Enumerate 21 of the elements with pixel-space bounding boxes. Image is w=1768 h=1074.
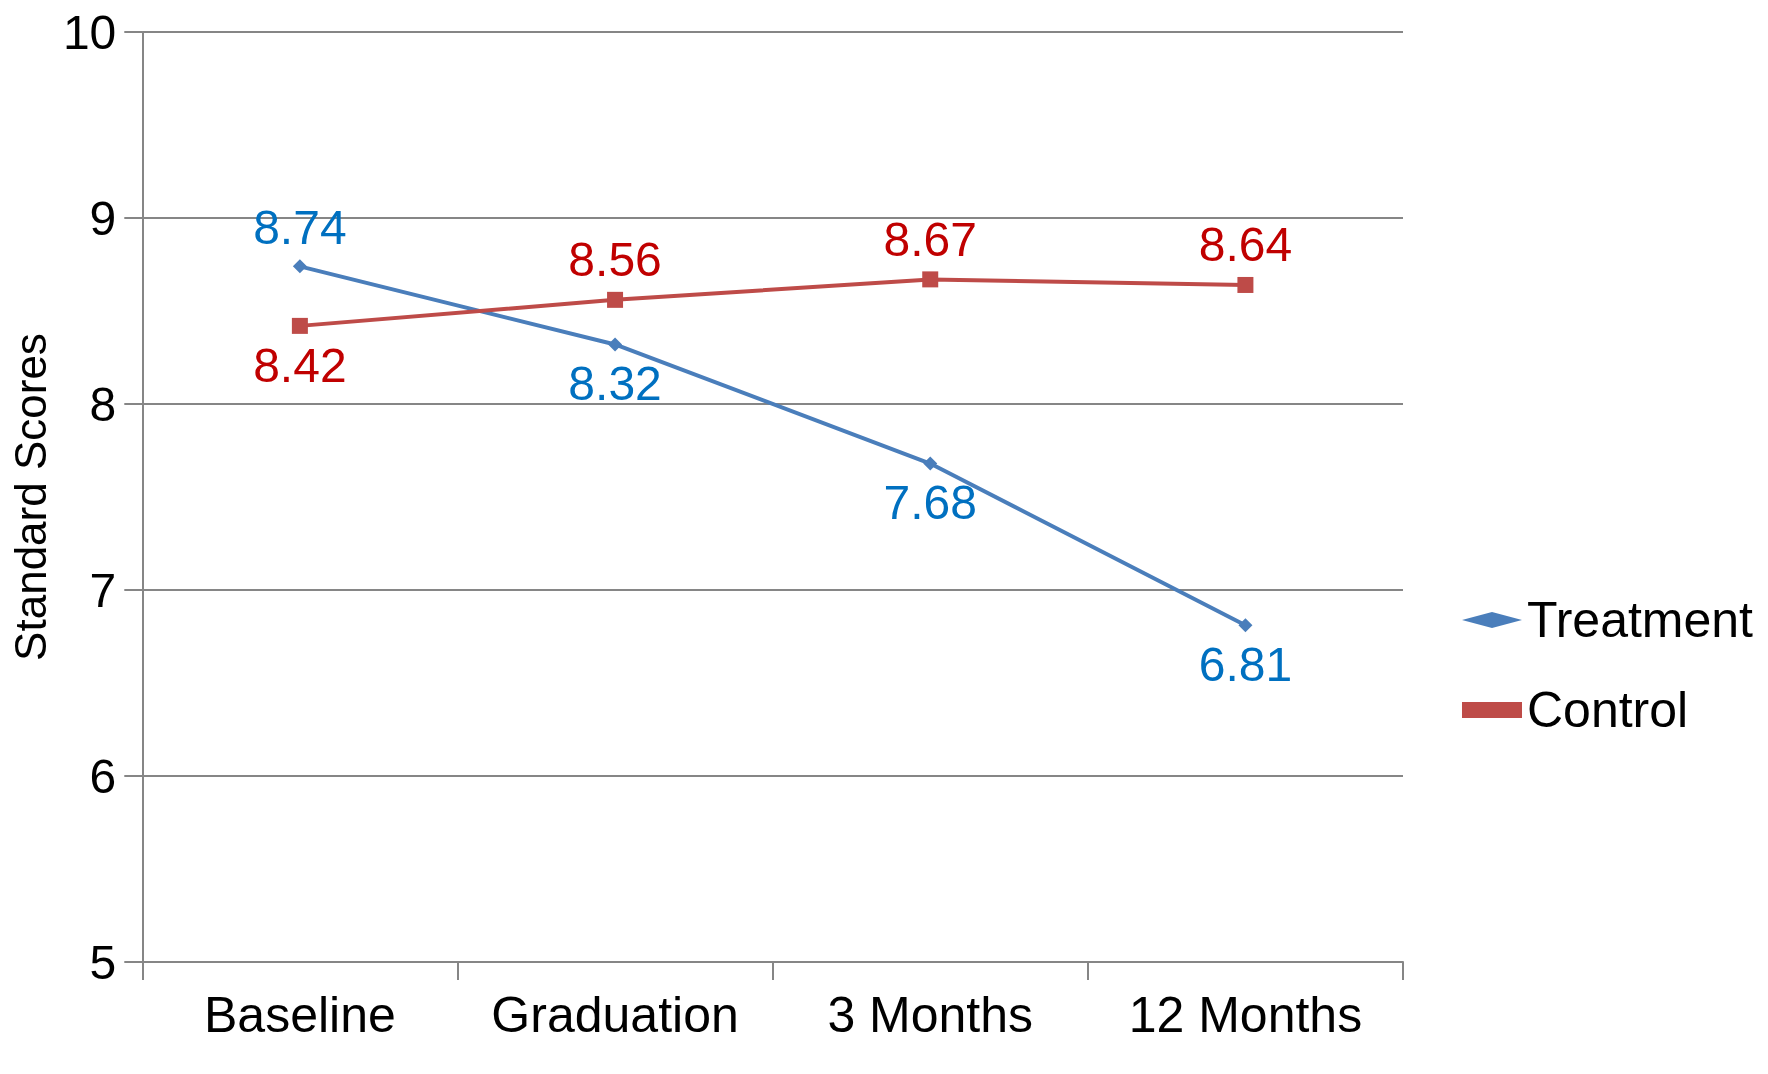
legend-label: Control — [1527, 682, 1689, 738]
legend-label: Treatment — [1527, 592, 1754, 648]
data-label: 8.42 — [253, 339, 347, 393]
y-tick-label: 7 — [89, 563, 117, 617]
y-tick-label: 5 — [89, 935, 117, 989]
data-label: 7.68 — [883, 476, 977, 530]
data-label: 8.32 — [568, 356, 662, 410]
y-tick-label: 9 — [89, 191, 117, 245]
x-tick-label: 12 Months — [1128, 987, 1363, 1043]
data-label: 8.64 — [1198, 218, 1293, 272]
x-tick-label: Graduation — [491, 987, 739, 1043]
data-label: 8.56 — [568, 233, 662, 287]
y-tick-label: 6 — [89, 749, 117, 803]
x-tick-label: Baseline — [203, 987, 396, 1043]
data-label: 6.81 — [1198, 637, 1293, 691]
y-tick-label: 10 — [62, 5, 117, 59]
y-axis-title: Standard Scores — [5, 333, 55, 661]
x-tick-label: 3 Months — [827, 987, 1034, 1043]
y-tick-label: 8 — [89, 377, 117, 431]
data-label: 8.67 — [883, 212, 977, 266]
data-label: 8.74 — [253, 200, 347, 254]
